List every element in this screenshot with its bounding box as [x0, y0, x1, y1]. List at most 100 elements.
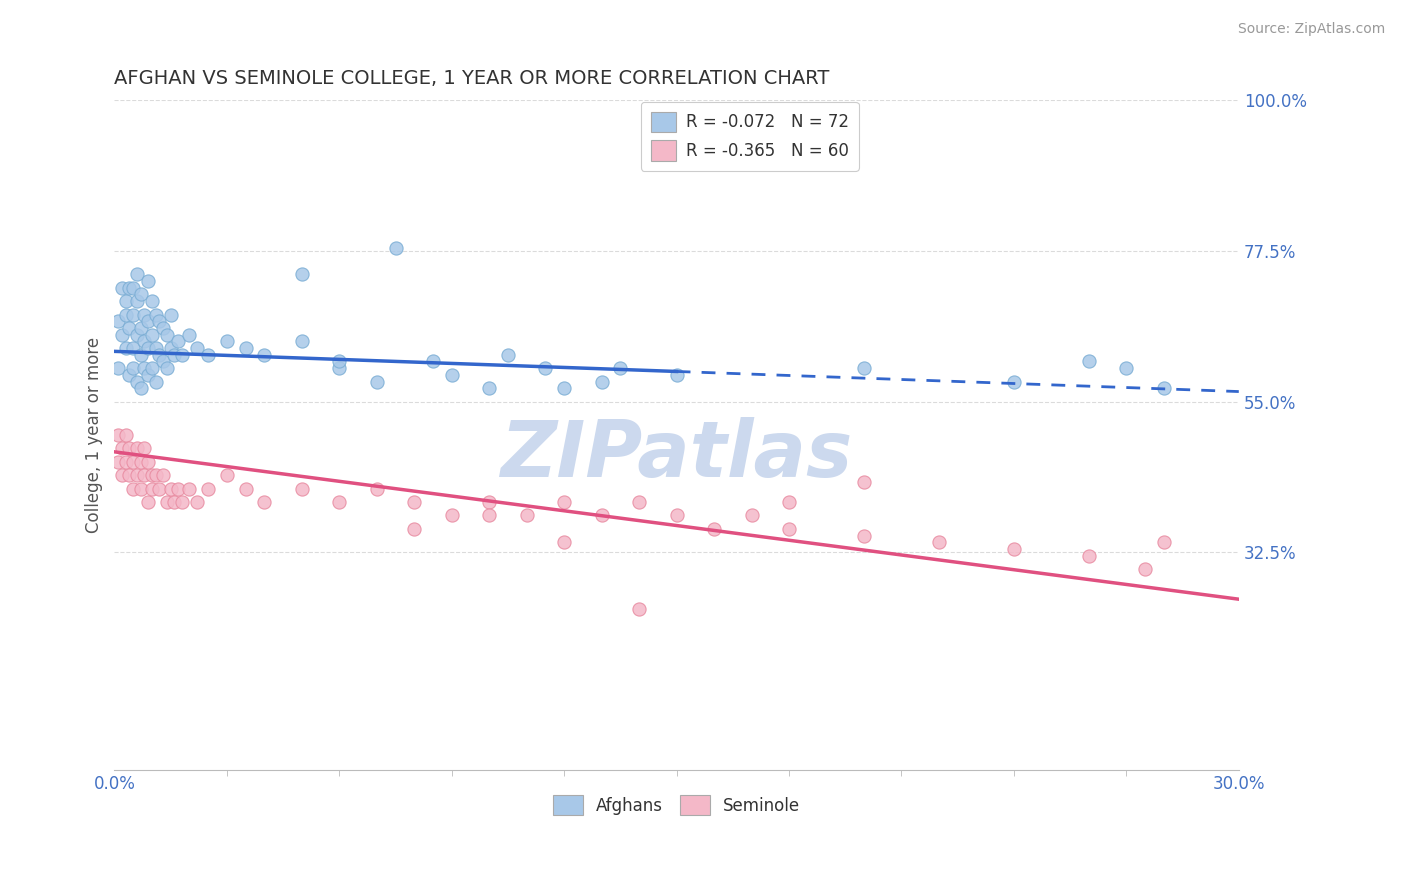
Point	[422, 354, 444, 368]
Point	[134, 468, 156, 483]
Point	[129, 381, 152, 395]
Point	[136, 341, 159, 355]
Point	[853, 361, 876, 376]
Point	[553, 535, 575, 549]
Point	[129, 287, 152, 301]
Point	[253, 348, 276, 362]
Point	[122, 281, 145, 295]
Point	[778, 522, 800, 536]
Point	[366, 482, 388, 496]
Point	[141, 361, 163, 376]
Point	[125, 327, 148, 342]
Point	[111, 281, 134, 295]
Point	[141, 294, 163, 309]
Point	[118, 281, 141, 295]
Point	[129, 482, 152, 496]
Point	[159, 341, 181, 355]
Point	[628, 495, 651, 509]
Point	[125, 268, 148, 282]
Point	[159, 482, 181, 496]
Point	[114, 428, 136, 442]
Point	[118, 368, 141, 382]
Point	[122, 361, 145, 376]
Point	[125, 442, 148, 456]
Point	[170, 348, 193, 362]
Point	[134, 308, 156, 322]
Point	[114, 294, 136, 309]
Point	[156, 361, 179, 376]
Point	[591, 375, 613, 389]
Point	[141, 468, 163, 483]
Point	[179, 482, 201, 496]
Point	[136, 368, 159, 382]
Point	[215, 468, 238, 483]
Point	[478, 495, 501, 509]
Point	[114, 308, 136, 322]
Point	[107, 455, 129, 469]
Point	[122, 341, 145, 355]
Point	[148, 348, 170, 362]
Point	[853, 475, 876, 489]
Point	[778, 495, 800, 509]
Point	[134, 334, 156, 349]
Point	[235, 341, 257, 355]
Text: ZIPatlas: ZIPatlas	[501, 417, 852, 493]
Point	[665, 368, 688, 382]
Point	[156, 327, 179, 342]
Point	[148, 314, 170, 328]
Point	[145, 341, 167, 355]
Point	[145, 308, 167, 322]
Point	[145, 375, 167, 389]
Point	[156, 495, 179, 509]
Point	[328, 361, 350, 376]
Point	[197, 348, 219, 362]
Point	[1077, 549, 1099, 563]
Point	[553, 381, 575, 395]
Point	[141, 482, 163, 496]
Point	[703, 522, 725, 536]
Point	[186, 341, 208, 355]
Point	[152, 321, 174, 335]
Point	[609, 361, 631, 376]
Point	[152, 354, 174, 368]
Point	[107, 428, 129, 442]
Point	[129, 455, 152, 469]
Point	[134, 361, 156, 376]
Point	[186, 495, 208, 509]
Point	[215, 334, 238, 349]
Point	[111, 468, 134, 483]
Point	[159, 308, 181, 322]
Point	[404, 495, 426, 509]
Point	[1115, 361, 1137, 376]
Point	[167, 334, 190, 349]
Legend: Afghans, Seminole: Afghans, Seminole	[546, 789, 807, 822]
Text: Source: ZipAtlas.com: Source: ZipAtlas.com	[1237, 22, 1385, 37]
Point	[478, 381, 501, 395]
Point	[665, 508, 688, 523]
Point	[253, 495, 276, 509]
Point	[291, 482, 314, 496]
Point	[114, 455, 136, 469]
Point	[136, 495, 159, 509]
Point	[148, 482, 170, 496]
Point	[853, 528, 876, 542]
Point	[496, 348, 519, 362]
Point	[145, 468, 167, 483]
Point	[328, 354, 350, 368]
Point	[107, 314, 129, 328]
Point	[118, 321, 141, 335]
Point	[478, 508, 501, 523]
Point	[125, 468, 148, 483]
Point	[136, 314, 159, 328]
Point	[125, 294, 148, 309]
Point	[440, 368, 463, 382]
Text: AFGHAN VS SEMINOLE COLLEGE, 1 YEAR OR MORE CORRELATION CHART: AFGHAN VS SEMINOLE COLLEGE, 1 YEAR OR MO…	[114, 69, 830, 87]
Point	[107, 361, 129, 376]
Point	[167, 482, 190, 496]
Point	[111, 327, 134, 342]
Point	[1133, 562, 1156, 576]
Point	[928, 535, 950, 549]
Point	[122, 455, 145, 469]
Point	[152, 468, 174, 483]
Point	[1002, 541, 1025, 556]
